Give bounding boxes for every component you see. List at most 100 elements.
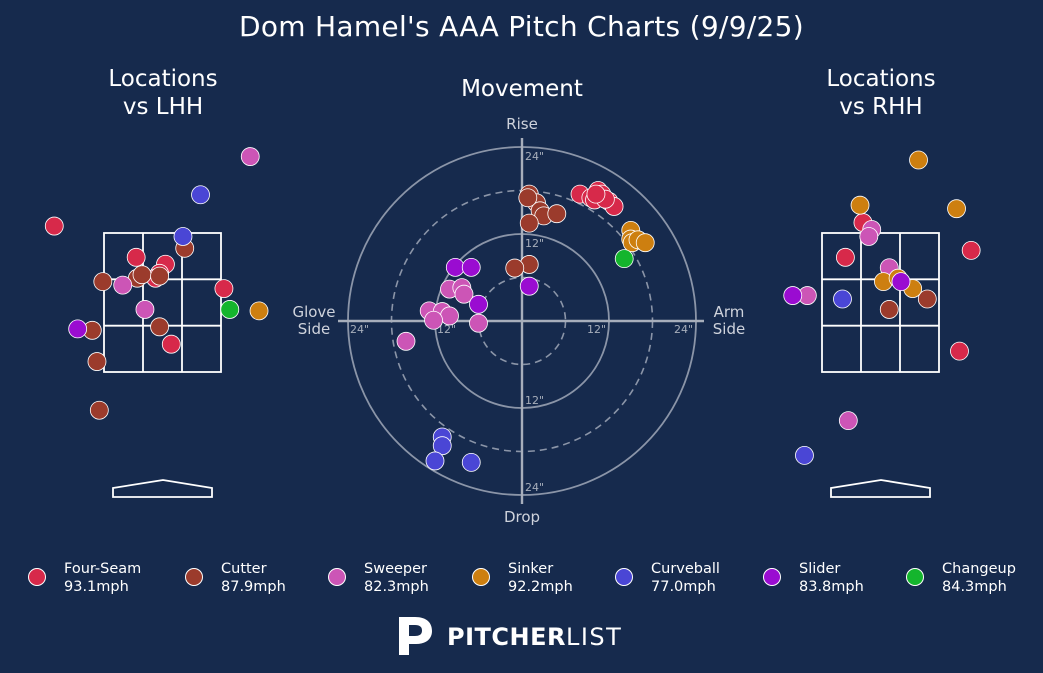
- brand-bold: PITCHER: [447, 623, 566, 651]
- legend-swatch-sweeper: [328, 568, 346, 586]
- tick-left-24: 24": [350, 323, 369, 336]
- movement-point-cutter: [518, 188, 538, 208]
- legend-speed-cutter: 87.9mph: [221, 579, 286, 595]
- rhh-point-curveball: [795, 445, 814, 465]
- tick-right-24: 24": [674, 323, 693, 336]
- rise-label: Rise: [506, 115, 538, 133]
- legend-speed-sweeper: 82.3mph: [364, 579, 429, 595]
- lhh-point-four-seam: [161, 334, 181, 354]
- legend-pitch-curveball: Curveball: [651, 561, 720, 577]
- rhh-zone-outline: [821, 232, 940, 373]
- legend-speed-sinker: 92.2mph: [508, 579, 573, 595]
- lhh-point-four-seam: [44, 216, 64, 236]
- lhh-zone-outline: [103, 232, 222, 373]
- tick-left-12: 12": [437, 323, 456, 336]
- arm-side-label-1: Arm: [714, 303, 745, 321]
- rhh-strike-zone: [821, 232, 940, 373]
- legend-pitch-sweeper: Sweeper: [364, 561, 427, 577]
- legend-speed-four-seam: 93.1mph: [64, 579, 129, 595]
- legend-swatch-slider: [763, 568, 781, 586]
- movement-point-slider: [519, 276, 539, 296]
- movement-point-curveball: [432, 436, 452, 456]
- pitcherlist-wordmark: PITCHERLIST: [447, 623, 622, 651]
- movement-points: [396, 181, 655, 472]
- rhh-points: [783, 150, 981, 465]
- movement-point-slider: [445, 257, 465, 277]
- lhh-point-cutter: [132, 265, 152, 285]
- lhh-strike-zone: [103, 232, 222, 373]
- lhh-point-cutter: [150, 317, 169, 337]
- rhh-home-plate: [830, 479, 931, 498]
- rhh-point-sinker: [909, 150, 928, 170]
- movement-point-slider: [469, 294, 488, 314]
- legend-pitch-cutter: Cutter: [221, 561, 267, 577]
- movement-point-curveball: [461, 452, 481, 472]
- pitcherlist-logo-icon: [399, 617, 432, 655]
- rhh-point-slider: [891, 272, 911, 292]
- lhh-point-four-seam: [214, 279, 234, 299]
- rhh-point-sinker: [850, 195, 870, 215]
- movement-point-sweeper: [424, 310, 443, 330]
- legend-speed-curveball: 77.0mph: [651, 579, 716, 595]
- rhh-title-line1: Locations: [826, 66, 936, 92]
- lhh-point-sinker: [249, 301, 269, 321]
- rhh-point-sinker: [947, 199, 966, 219]
- legend-swatch-cutter: [185, 568, 203, 586]
- lhh-points: [44, 147, 269, 420]
- legend-swatch-changeup: [906, 568, 924, 586]
- rhh-point-slider: [783, 286, 803, 305]
- tick-top-12: 12": [525, 237, 544, 250]
- lhh-point-cutter: [87, 352, 107, 371]
- pitcherlist-logo: PITCHERLIST: [395, 613, 635, 659]
- lhh-panel-title: Locations vs LHH: [63, 65, 263, 121]
- legend: Four-Seam 93.1mph Cutter 87.9mph Sweeper…: [0, 560, 1043, 600]
- rhh-point-four-seam: [836, 247, 855, 267]
- legend-pitch-four-seam: Four-Seam: [64, 561, 142, 577]
- lhh-point-cutter: [89, 400, 109, 420]
- lhh-title-line1: Locations: [108, 66, 218, 92]
- movement-panel: Rise Drop Glove Side Arm Side 24" 12" 12…: [292, 115, 745, 526]
- legend-speed-changeup: 84.3mph: [942, 579, 1007, 595]
- movement-point-cutter: [547, 204, 567, 224]
- movement-panel-title: Movement: [461, 76, 583, 102]
- tick-right-12: 12": [587, 323, 606, 336]
- legend-swatch-four-seam: [28, 568, 46, 586]
- rhh-point-curveball: [833, 289, 852, 309]
- rhh-location-panel: [783, 150, 981, 498]
- rhh-point-cutter: [879, 300, 899, 319]
- lhh-point-cutter: [150, 266, 169, 286]
- legend-pitch-slider: Slider: [799, 561, 841, 577]
- movement-point-sweeper: [396, 331, 416, 351]
- arm-side-label-2: Side: [713, 320, 745, 338]
- tick-top-24: 24": [525, 150, 544, 163]
- lhh-point-curveball: [191, 185, 210, 205]
- rhh-point-cutter: [917, 289, 937, 309]
- lhh-point-curveball: [173, 227, 193, 246]
- rhh-panel-title: Locations vs RHH: [781, 65, 981, 121]
- movement-point-curveball: [425, 451, 445, 471]
- chart-title: Dom Hamel's AAA Pitch Charts (9/9/25): [238, 10, 805, 43]
- rhh-point-sweeper: [859, 227, 879, 246]
- movement-point-cutter: [519, 213, 539, 233]
- movement-point-cutter: [505, 258, 525, 278]
- glove-side-label-1: Glove: [292, 303, 335, 321]
- legend-swatch-sinker: [472, 568, 490, 586]
- movement-point-slider: [461, 257, 481, 277]
- lhh-point-sweeper: [240, 147, 260, 166]
- lhh-home-plate: [112, 479, 213, 498]
- rhh-point-four-seam: [950, 341, 969, 361]
- lhh-point-cutter: [93, 272, 113, 292]
- movement-point-sinker: [635, 233, 655, 253]
- lhh-point-sweeper: [135, 300, 155, 319]
- legend-speed-slider: 83.8mph: [799, 579, 864, 595]
- legend-pitch-sinker: Sinker: [508, 561, 554, 577]
- tick-bottom-12: 12": [525, 394, 544, 407]
- legend-swatch-curveball: [615, 568, 633, 586]
- brand-light: LIST: [565, 623, 623, 651]
- movement-point-sweeper: [469, 313, 488, 333]
- movement-point-sweeper: [454, 284, 474, 304]
- lhh-point-changeup: [220, 300, 240, 319]
- movement-point-sweeper: [440, 306, 459, 326]
- lhh-location-panel: [44, 147, 269, 498]
